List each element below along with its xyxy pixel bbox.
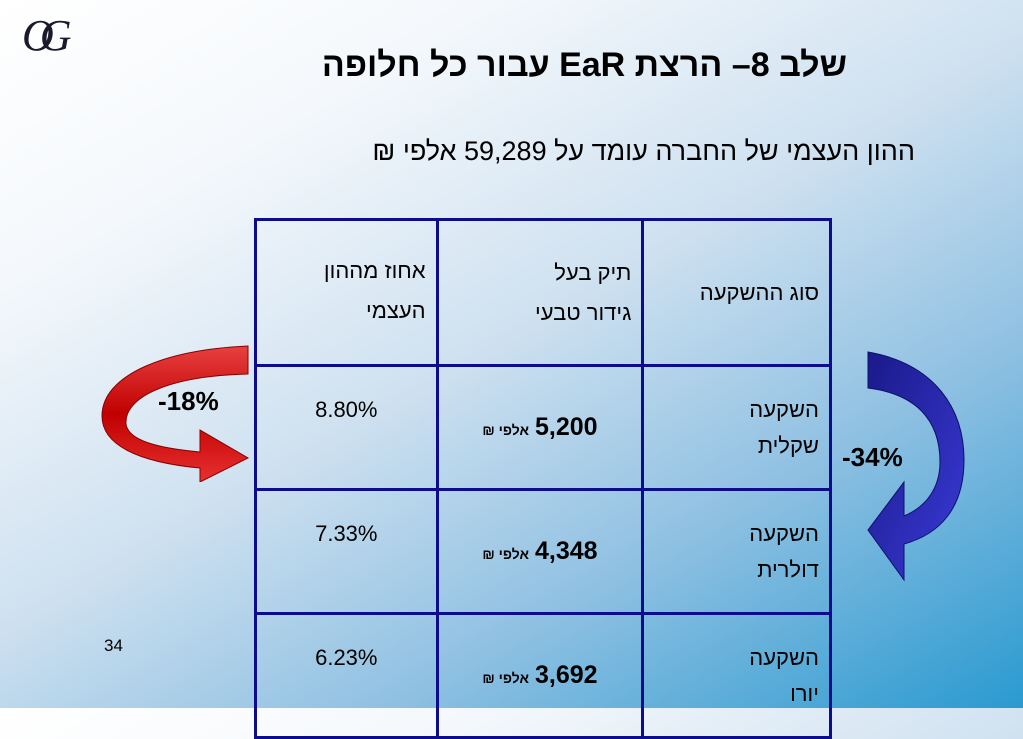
header-pct-line2: העצמי (366, 298, 426, 323)
row-type-line2: יורו (790, 680, 819, 706)
row-percent: 7.33% (254, 488, 439, 615)
header-equity-percent: אחוז מההון העצמי (254, 218, 439, 367)
slide-title: שלב 8– הרצת EaR עבור כל חלופה (321, 46, 847, 84)
row-percent: 8.80% (254, 364, 439, 491)
row-type-cell: השקעה דולרית (641, 488, 832, 615)
row-type-line1: השקעה (749, 644, 819, 670)
row-amount-cell: 3,692 אלפי ₪ (435, 612, 645, 739)
row-percent: 6.23% (254, 612, 439, 739)
row-amount: 4,348 (535, 537, 598, 565)
row-unit: אלפי ₪ (482, 546, 529, 562)
page-number: 34 (104, 636, 123, 655)
header-portfolio: תיק בעל גידור טבעי (435, 218, 645, 367)
row-unit: אלפי ₪ (482, 670, 529, 686)
row-type-line2: דולרית (757, 556, 819, 582)
row-type-line1: השקעה (749, 396, 819, 422)
header-pct-line1: אחוז מההון (323, 258, 426, 283)
row-amount: 3,692 (535, 661, 598, 689)
row-unit: אלפי ₪ (482, 422, 529, 438)
right-arrow-label: -34% (842, 442, 903, 472)
curved-arrow-right-icon (867, 351, 965, 582)
row-amount-cell: 4,348 אלפי ₪ (435, 488, 645, 615)
table-header-row: סוג ההשקעה תיק בעל גידור טבעי אחוז מההון… (254, 218, 832, 367)
row-type-cell: השקעה יורו (641, 612, 832, 739)
table-row: השקעה דולרית 4,348 אלפי ₪ 7.33% (254, 488, 832, 615)
left-arrow-label: -18% (158, 386, 219, 416)
header-portfolio-line2: גידור טבעי (534, 299, 632, 325)
table-row: השקעה שקלית 5,200 אלפי ₪ 8.80% (254, 364, 832, 491)
row-amount: 5,200 (535, 413, 598, 441)
investment-table: סוג ההשקעה תיק בעל גידור טבעי אחוז מההון… (254, 218, 832, 739)
row-type-cell: השקעה שקלית (641, 364, 832, 491)
header-portfolio-line1: תיק בעל (554, 259, 632, 285)
row-amount-cell: 5,200 אלפי ₪ (435, 364, 645, 491)
row-type-line2: שקלית (757, 432, 819, 458)
slide-subtitle: ההון העצמי של החברה עומד על 59,289 אלפי … (372, 136, 915, 166)
curved-arrow-left-icon (101, 345, 250, 482)
header-investment-type: סוג ההשקעה (641, 218, 832, 367)
table-row: השקעה יורו 3,692 אלפי ₪ 6.23% (254, 612, 832, 739)
row-type-line1: השקעה (749, 520, 819, 546)
logo: OG (22, 11, 71, 60)
